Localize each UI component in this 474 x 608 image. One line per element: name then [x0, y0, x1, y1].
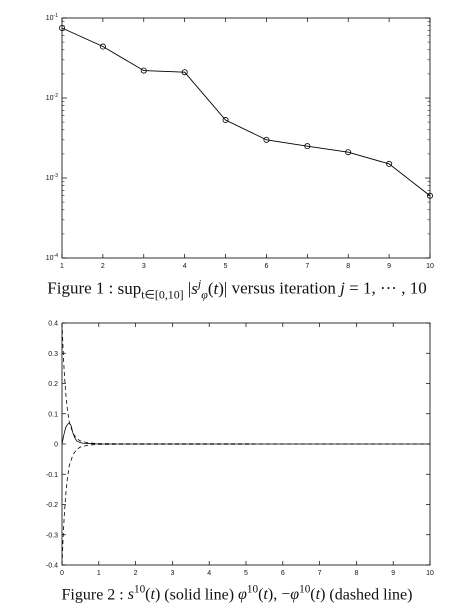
figure-1-x-tick-label: 9 — [387, 263, 391, 270]
figure-1-data-point — [222, 117, 229, 124]
figure-1-y-tick-labels: 10-4 10-3 10-2 10-1 — [46, 13, 58, 262]
figure-1-data-point — [386, 160, 393, 167]
figure-2-x-tick-label: 3 — [170, 570, 174, 577]
figure-2-y-tick-label: 0 — [54, 442, 58, 449]
figure-2-dashed-line — [61, 443, 431, 566]
figure-1-data-point — [263, 136, 270, 143]
figure-1-x-tick-label: 10 — [426, 263, 434, 270]
figure-1-x-tick-label: 2 — [101, 263, 105, 270]
figure-1-data-point — [304, 143, 311, 150]
figure-1-x-tick-label: 6 — [264, 263, 268, 270]
figure-2-y-tick-label: -0.3 — [46, 532, 58, 539]
figure-2-x-tick-label: 1 — [97, 570, 101, 577]
figure-2-caption-dashed: (dashed line) — [325, 586, 413, 604]
figure-1-series-line — [61, 27, 431, 197]
figure-1-data-point — [345, 149, 352, 156]
figure-1-data-point — [59, 24, 66, 31]
figure-1-data-point — [426, 192, 433, 199]
figure-1-x-tick-label: 7 — [305, 263, 309, 270]
figure-1-caption-rest: versus iteration j = 1, ··· , 10 — [227, 278, 427, 298]
figure-1-y-tick-label: 10-3 — [46, 173, 58, 182]
figure-2-x-tick-label: 7 — [318, 570, 322, 577]
figure-2-x-tick-label: 0 — [60, 570, 64, 577]
figure-2-x-tick-label: 5 — [244, 570, 248, 577]
figure-2-caption-s-term: s10(t) — [127, 584, 161, 604]
figure-1-data-point — [181, 69, 188, 76]
figure-1-x-tick-label: 5 — [224, 263, 228, 270]
figure-2-solid-line — [61, 422, 430, 445]
figure-1-y-tick-label: 10-4 — [46, 253, 58, 262]
figure-2-x-tick-label: 9 — [391, 570, 395, 577]
figure-2-y-tick-label: 0.4 — [48, 321, 58, 328]
figure-1-caption-label: Figure 1 : — [47, 278, 118, 298]
figure-1-plot-area — [61, 17, 431, 259]
figure-2-y-tick-label: -0.4 — [46, 563, 58, 570]
figure-1-x-tick-labels: 1 2 3 4 5 6 7 8 9 10 — [60, 263, 434, 270]
figure-2-caption-solid: (solid line) — [160, 586, 239, 604]
figure-1-x-tick-label: 3 — [142, 263, 146, 270]
figure-2-y-tick-label: -0.1 — [46, 472, 58, 479]
figure-2-x-tick-label: 6 — [281, 570, 285, 577]
figure-2-x-tick-label: 4 — [207, 570, 211, 577]
figure-2-series — [61, 322, 431, 566]
figure-1-series — [59, 24, 433, 199]
figure-1-x-tick-label: 1 — [60, 263, 64, 270]
figure-1-caption-math: supt∈[0,10] |sjφ(t)| — [117, 276, 228, 302]
figure-1-y-tick-label: 10-1 — [46, 13, 58, 22]
figure-2-chart: 0 1 2 3 4 5 6 7 8 9 10 -0.4 -0.3 -0.2 -0.1 0 0.1 0.2 0.3 0… — [46, 321, 434, 578]
figure-2-x-tick-label: 2 — [134, 570, 138, 577]
figure-1-y-tick-label: 10-2 — [46, 93, 58, 102]
figure-1-caption: Figure 1 : supt∈[0,10] |sjφ(t)| versus i… — [0, 276, 474, 302]
figure-2-y-tick-labels: -0.4 -0.3 -0.2 -0.1 0 0.1 0.2 0.3 0.4 — [46, 321, 58, 570]
figure-1-x-tick-label: 8 — [346, 263, 350, 270]
figure-2-dashed-line — [61, 322, 431, 445]
figure-1-ticks — [61, 17, 431, 259]
figure-2-caption-phi-term: φ10(t), −φ10(t) — [238, 584, 326, 604]
figure-2-y-tick-label: 0.2 — [48, 381, 58, 388]
figure-1-chart: 1 2 3 4 5 6 7 8 9 10 10-4 10-3 10-2 10-1 — [46, 13, 434, 270]
figure-2-y-tick-label: 0.1 — [48, 411, 58, 418]
figure-2-x-tick-label: 8 — [354, 570, 358, 577]
figure-2-y-tick-label: 0.3 — [48, 351, 58, 358]
figure-1-data-point — [140, 67, 147, 74]
figure-2-x-tick-label: 10 — [426, 570, 434, 577]
figure-2-caption: Figure 2 : s10(t) (solid line) φ10(t), −… — [0, 584, 474, 604]
figure-1-x-tick-label: 4 — [183, 263, 187, 270]
figure-2-caption-label: Figure 2 : — [61, 586, 128, 604]
figure-2-x-tick-labels: 0 1 2 3 4 5 6 7 8 9 10 — [60, 570, 434, 577]
figure-2-y-tick-label: -0.2 — [46, 502, 58, 509]
figure-1-data-point — [99, 43, 106, 50]
